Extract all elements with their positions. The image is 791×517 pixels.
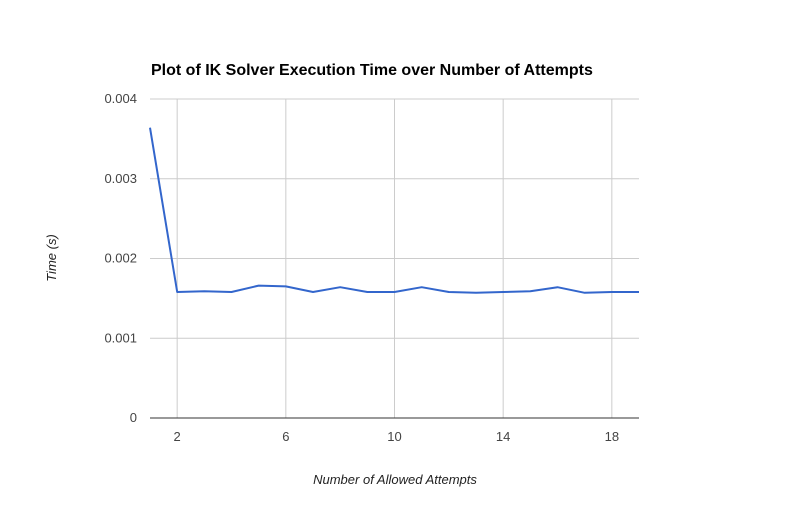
y-tick-label: 0.002 [104,251,137,266]
series-group [149,127,639,294]
y-tick-label: 0 [130,410,137,425]
x-tick-label: 6 [282,429,289,444]
series-line [149,127,639,294]
y-tick-label: 0.004 [104,91,137,106]
gridlines [150,98,639,419]
x-tick-label: 10 [387,429,401,444]
y-tick-label: 0.001 [104,330,137,345]
x-tick-label: 14 [496,429,510,444]
y-tick-label: 0.003 [104,171,137,186]
y-axis-ticks: 0 0.001 0.002 0.003 0.004 [104,91,137,425]
x-axis-title: Number of Allowed Attempts [313,472,477,487]
chart-title: Plot of IK Solver Execution Time over Nu… [151,62,593,79]
x-tick-label: 2 [174,429,181,444]
x-axis-ticks: 2 6 10 14 18 [174,429,620,444]
x-tick-label: 18 [605,429,619,444]
y-axis-title: Time (s) [44,234,59,282]
